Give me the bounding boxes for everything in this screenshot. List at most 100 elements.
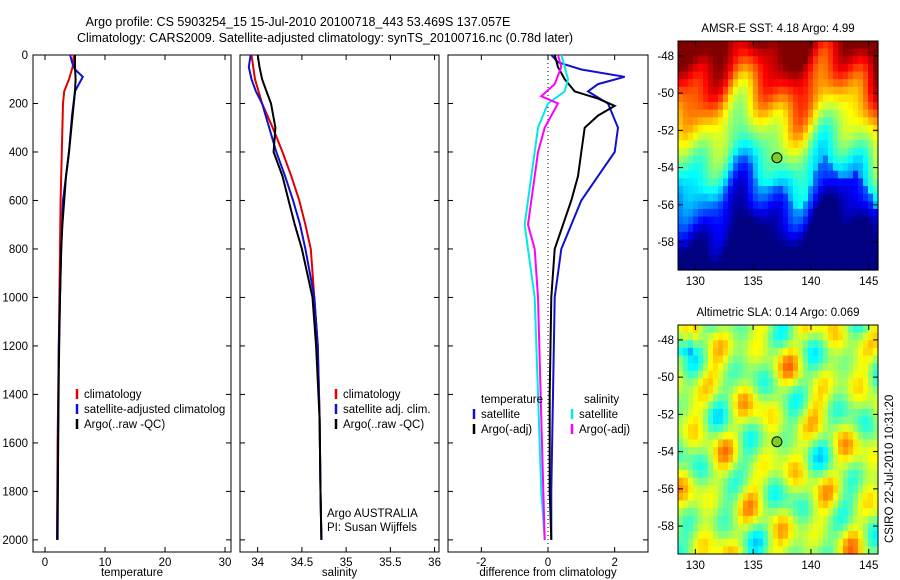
heatmap-cell <box>693 208 699 218</box>
heatmap-cell <box>843 79 849 88</box>
heatmap-cell <box>828 170 834 179</box>
heatmap-cell <box>828 186 834 195</box>
heatmap-cell <box>823 500 829 509</box>
heatmap-cell <box>733 470 739 479</box>
heatmap-cell <box>828 363 834 372</box>
heatmap-cell <box>743 262 749 271</box>
heatmap-cell <box>683 193 689 202</box>
heatmap-cell <box>858 178 864 187</box>
heatmap-cell <box>788 117 794 126</box>
heatmap-cell <box>758 523 764 532</box>
heatmap-cell <box>803 454 809 463</box>
heatmap-cell <box>823 41 829 50</box>
heatmap-cell <box>813 178 819 187</box>
heatmap-cell <box>873 102 879 111</box>
heatmap-cell <box>698 102 704 111</box>
heatmap-cell <box>843 163 849 172</box>
heatmap-cell <box>773 424 779 433</box>
heatmap-cell <box>738 170 744 179</box>
heatmap-cell <box>713 363 719 372</box>
heatmap-cell <box>703 254 709 263</box>
heatmap-cell <box>778 186 784 195</box>
heatmap-cell <box>733 155 739 164</box>
heatmap-cell <box>863 508 869 517</box>
heatmap-cell <box>803 163 809 172</box>
heatmap-cell <box>778 401 784 410</box>
heatmap-cell <box>788 401 794 410</box>
heatmap-cell <box>793 393 799 402</box>
heatmap-cell <box>863 79 869 88</box>
heatmap-cell <box>713 325 719 334</box>
heatmap-cell <box>798 515 804 525</box>
heatmap-cell <box>848 485 854 494</box>
heatmap-cell <box>838 424 844 433</box>
heatmap-cell <box>743 332 749 341</box>
heatmap-cell <box>853 538 859 547</box>
heatmap-cell <box>873 201 879 210</box>
heatmap-cell <box>718 79 724 88</box>
heatmap-cell <box>783 216 789 225</box>
heatmap-cell <box>758 531 764 540</box>
heatmap-cell <box>783 447 789 456</box>
heatmap-cell <box>783 370 789 380</box>
heatmap-cell <box>783 254 789 263</box>
heatmap-cell <box>708 370 714 380</box>
temperature-ytick-label: 0 <box>22 50 28 62</box>
heatmap-cell <box>798 538 804 547</box>
heatmap-cell <box>758 231 764 241</box>
heatmap-cell <box>728 332 734 341</box>
heatmap-cell <box>783 325 789 334</box>
heatmap-cell <box>728 531 734 540</box>
heatmap-cell <box>738 117 744 126</box>
heatmap-cell <box>683 41 689 50</box>
heatmap-cell <box>713 201 719 210</box>
heatmap-cell <box>683 546 689 555</box>
heatmap-cell <box>713 79 719 88</box>
heatmap-cell <box>713 408 719 418</box>
heatmap-cell <box>773 523 779 532</box>
heatmap-cell <box>748 386 754 395</box>
heatmap-cell <box>703 79 709 88</box>
heatmap-cell <box>813 508 819 517</box>
heatmap-cell <box>753 515 759 525</box>
heatmap-cell <box>688 408 694 418</box>
heatmap-cell <box>788 186 794 195</box>
heatmap-cell <box>873 117 879 126</box>
heatmap-cell <box>828 523 834 532</box>
heatmap-cell <box>723 447 729 456</box>
heatmap-cell <box>693 201 699 210</box>
heatmap-cell <box>793 147 799 157</box>
heatmap-cell <box>683 378 689 387</box>
heatmap-cell <box>763 454 769 463</box>
heatmap-cell <box>853 546 859 555</box>
heatmap-cell <box>708 163 714 172</box>
heatmap-cell <box>718 102 724 111</box>
heatmap-cell <box>778 132 784 141</box>
heatmap-cell <box>703 102 709 111</box>
heatmap-cell <box>723 163 729 172</box>
footer-stamp: CSIRO 22-Jul-2010 10:31:20 <box>884 395 896 543</box>
heatmap-cell <box>703 424 709 433</box>
heatmap-cell <box>808 408 814 418</box>
heatmap-cell <box>723 178 729 187</box>
heatmap-cell <box>748 247 754 256</box>
temperature-axes-frame <box>32 54 232 553</box>
temperature-ytick-label: 400 <box>9 147 28 159</box>
heatmap-cell <box>858 363 864 372</box>
heatmap-cell <box>768 216 774 225</box>
heatmap-cell <box>783 431 789 441</box>
heatmap-cell <box>743 424 749 433</box>
heatmap-cell <box>708 500 714 509</box>
heatmap-cell <box>768 370 774 380</box>
heatmap-cell <box>743 531 749 540</box>
heatmap-cell <box>868 48 874 57</box>
heatmap-cell <box>738 408 744 418</box>
heatmap-cell <box>803 224 809 233</box>
heatmap-cell <box>693 254 699 263</box>
heatmap-cell <box>738 216 744 225</box>
heatmap-cell <box>853 424 859 433</box>
heatmap-cell <box>713 508 719 517</box>
heatmap-cell <box>818 155 824 164</box>
heatmap-cell <box>863 531 869 540</box>
heatmap-cell <box>843 531 849 540</box>
